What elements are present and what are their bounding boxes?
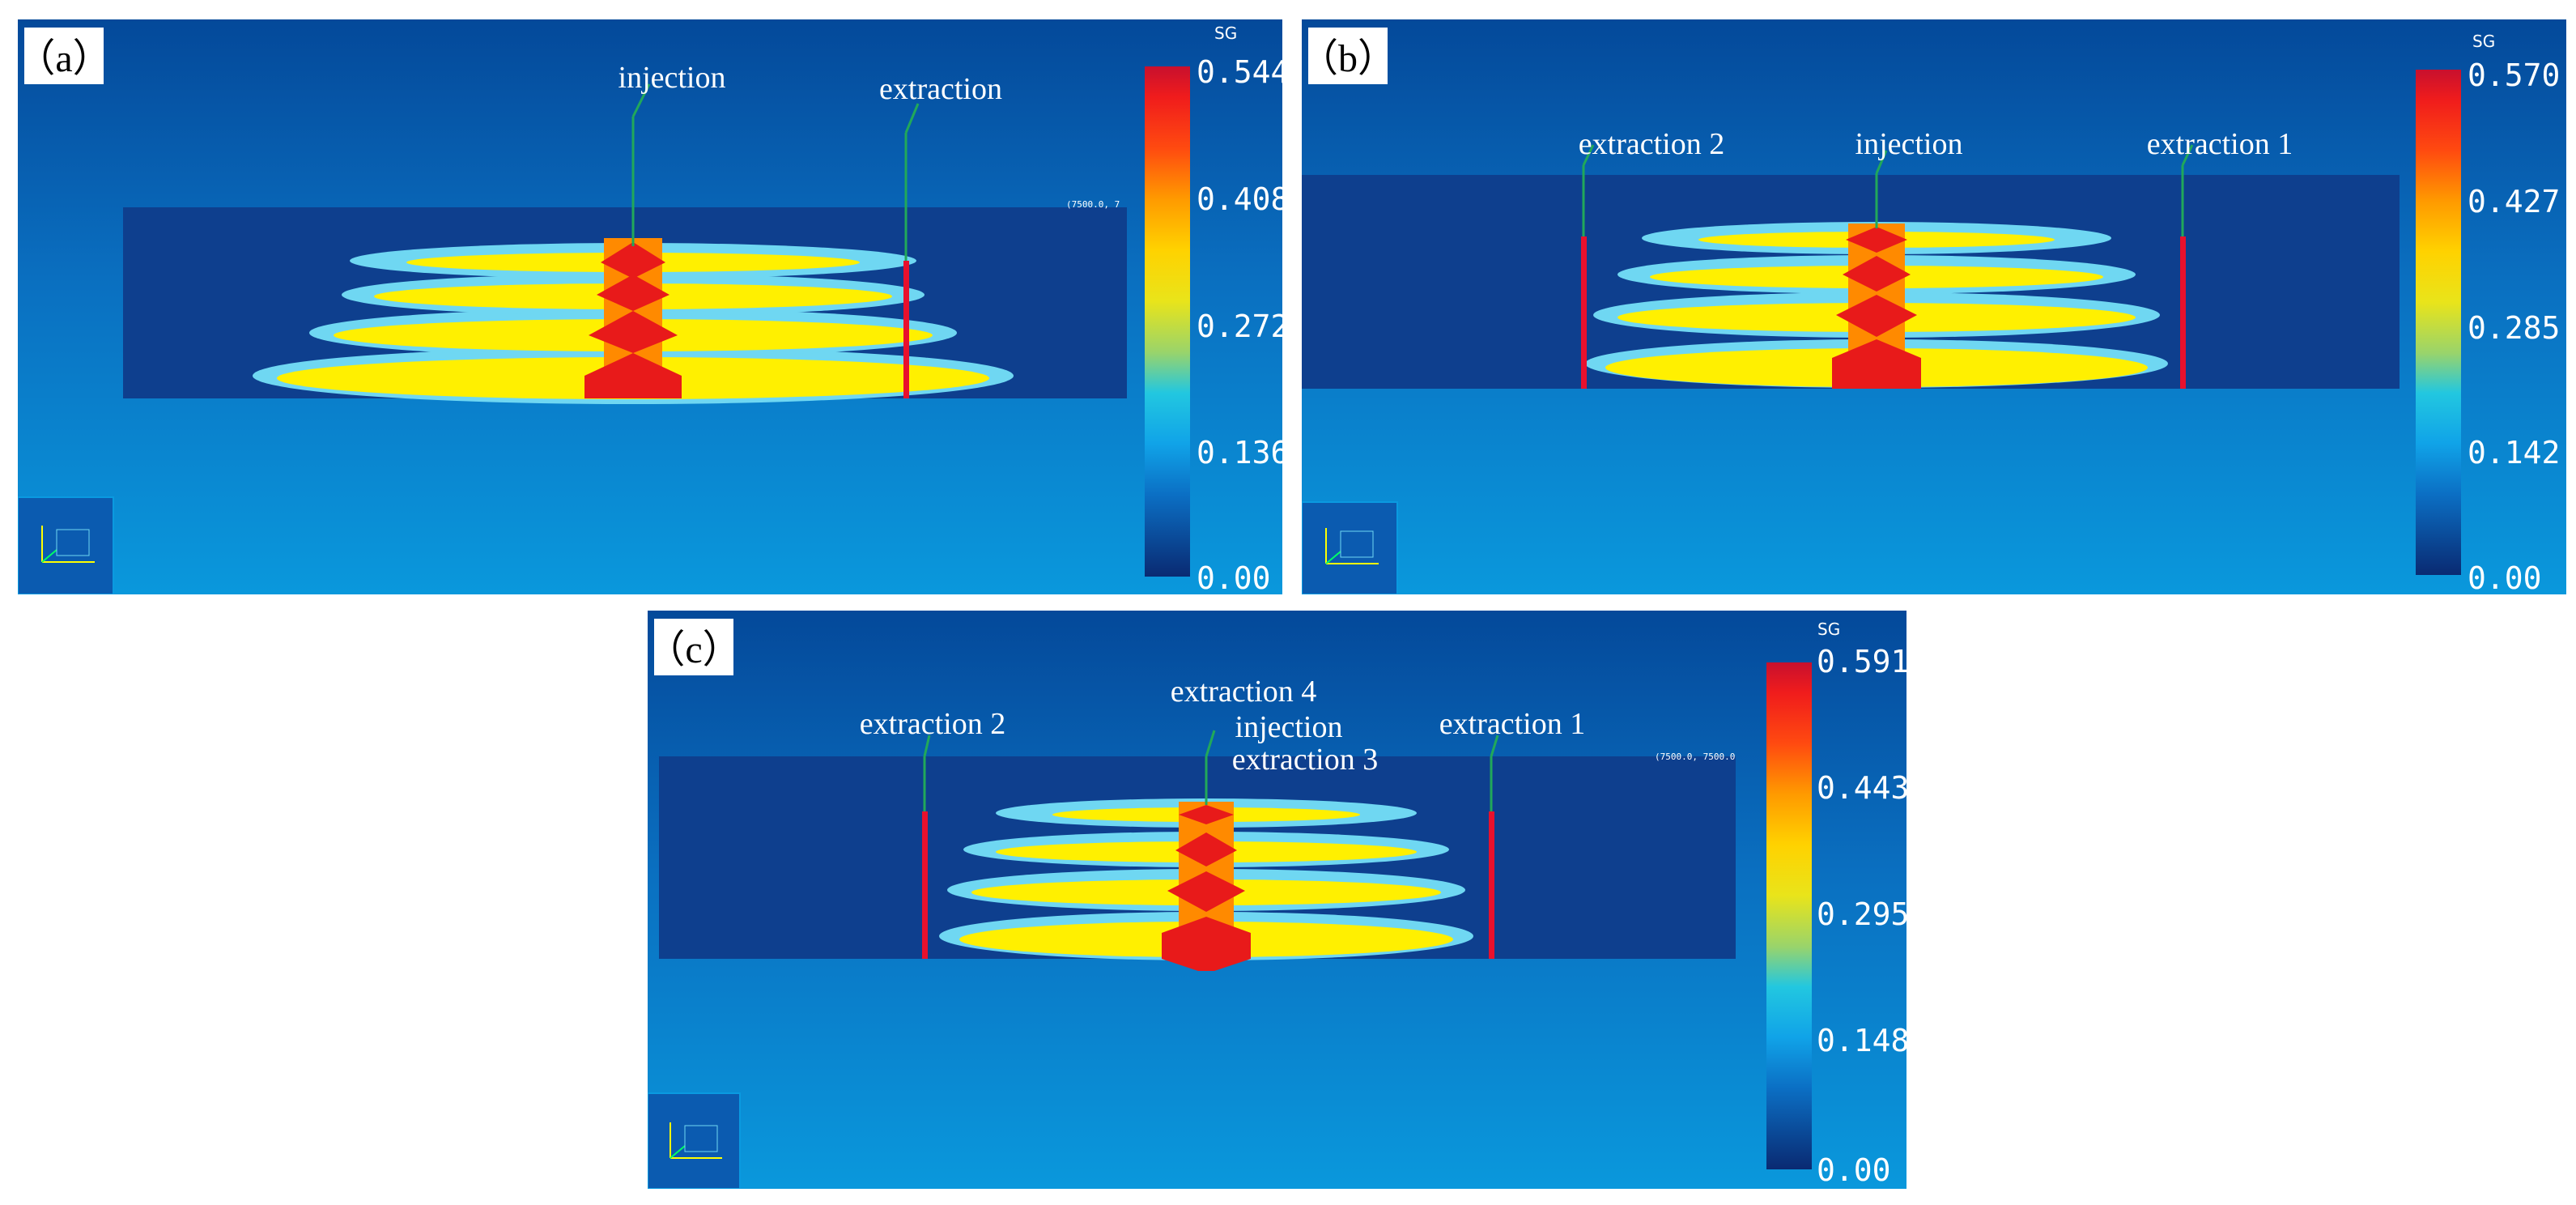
- panel-label-box: [1308, 28, 1388, 84]
- panel-label: （c）: [648, 628, 742, 671]
- colorbar-tick: 0.148: [1817, 1023, 1906, 1058]
- panel-a: injection extraction (7500.0, 7 （a） SG 0…: [18, 19, 1282, 594]
- corner-coordinate: (7500.0, 7: [1066, 199, 1120, 210]
- colorbar-tick: 0.544: [1197, 54, 1282, 90]
- panel-c: extraction 2 extraction 4 injection extr…: [648, 611, 1906, 1189]
- extraction-1-label: extraction 1: [1439, 707, 1585, 741]
- colorbar-tick: 0.272: [1197, 309, 1282, 344]
- colorbar-tick: 0.00: [1817, 1152, 1891, 1188]
- colorbar-tick: 0.570: [2468, 57, 2560, 93]
- extraction-well-bar: [922, 811, 928, 959]
- colorbar-gradient: [2416, 70, 2461, 575]
- well-extraction-1: extraction 1: [1439, 707, 1585, 959]
- well-extraction: extraction: [879, 72, 1002, 398]
- axis-triad-icon: [18, 496, 114, 594]
- colorbar-tick: 0.136: [1197, 435, 1282, 471]
- panel-label-box: [24, 28, 104, 84]
- well-center-stack: extraction 4 injection extraction 3: [1171, 675, 1378, 805]
- colorbar: SG 0.570 0.427 0.285 0.142 0.00: [2416, 32, 2560, 594]
- colorbar: SG 0.591 0.443 0.295 0.148 0.00: [1766, 620, 1906, 1188]
- colorbar-tick: 0.591: [1817, 644, 1906, 679]
- extraction-well-bar: [2180, 236, 2186, 389]
- panel-label: （b）: [1302, 37, 1396, 80]
- colorbar-tick: 0.408: [1197, 181, 1282, 217]
- panel-label: （a）: [18, 37, 112, 80]
- panel-a-canvas: injection extraction (7500.0, 7 （a） SG 0…: [18, 19, 1282, 594]
- colorbar-tick: 0.00: [1197, 560, 1271, 594]
- well-injection: injection: [618, 61, 726, 246]
- colorbar: SG 0.544 0.408 0.272 0.136 0.00: [1145, 23, 1282, 594]
- extraction-well-bar: [1489, 811, 1494, 959]
- extraction-well-bar: [903, 261, 909, 398]
- injection-label: injection: [1855, 127, 1963, 161]
- plume: [1585, 222, 2168, 389]
- colorbar-tick: 0.142: [2468, 435, 2560, 471]
- colorbar-title: SG: [2472, 32, 2495, 51]
- well-extraction-2: extraction 2: [860, 707, 1005, 959]
- corner-coordinate: (7500.0, 7500.0: [1655, 752, 1735, 762]
- colorbar-tick: 0.295: [1817, 896, 1906, 932]
- extraction-well-bar: [1581, 236, 1587, 389]
- colorbar-tick: 0.285: [2468, 310, 2560, 346]
- well-extraction-2: extraction 2: [1579, 127, 1724, 389]
- extraction-2-label: extraction 2: [1579, 127, 1724, 161]
- colorbar-gradient: [1766, 662, 1812, 1169]
- extraction-label: extraction: [879, 72, 1002, 106]
- axis-triad-icon: [1302, 501, 1398, 594]
- plume: [939, 798, 1473, 971]
- panel-b: extraction 2 injection extraction 1 （b） …: [1302, 19, 2566, 594]
- well-extraction-1: extraction 1: [2147, 127, 2293, 389]
- extraction-3-label: extraction 3: [1232, 743, 1378, 777]
- injection-label: injection: [1235, 710, 1343, 744]
- panel-c-canvas: extraction 2 extraction 4 injection extr…: [648, 611, 1906, 1189]
- colorbar-tick: 0.00: [2468, 560, 2542, 594]
- well-injection: injection: [1855, 127, 1963, 228]
- colorbar-tick: 0.427: [2468, 184, 2560, 219]
- plume: [253, 238, 1014, 404]
- colorbar-title: SG: [1214, 23, 1237, 43]
- extraction-2-label: extraction 2: [860, 707, 1005, 741]
- colorbar-tick: 0.443: [1817, 770, 1906, 806]
- extraction-4-label: extraction 4: [1171, 675, 1316, 709]
- panel-b-canvas: extraction 2 injection extraction 1 （b） …: [1302, 19, 2566, 594]
- panel-label-box: [654, 619, 733, 675]
- colorbar-title: SG: [1817, 620, 1840, 639]
- injection-label: injection: [618, 61, 726, 95]
- axis-triad-icon: [648, 1092, 741, 1189]
- colorbar-gradient: [1145, 66, 1190, 577]
- extraction-1-label: extraction 1: [2147, 127, 2293, 161]
